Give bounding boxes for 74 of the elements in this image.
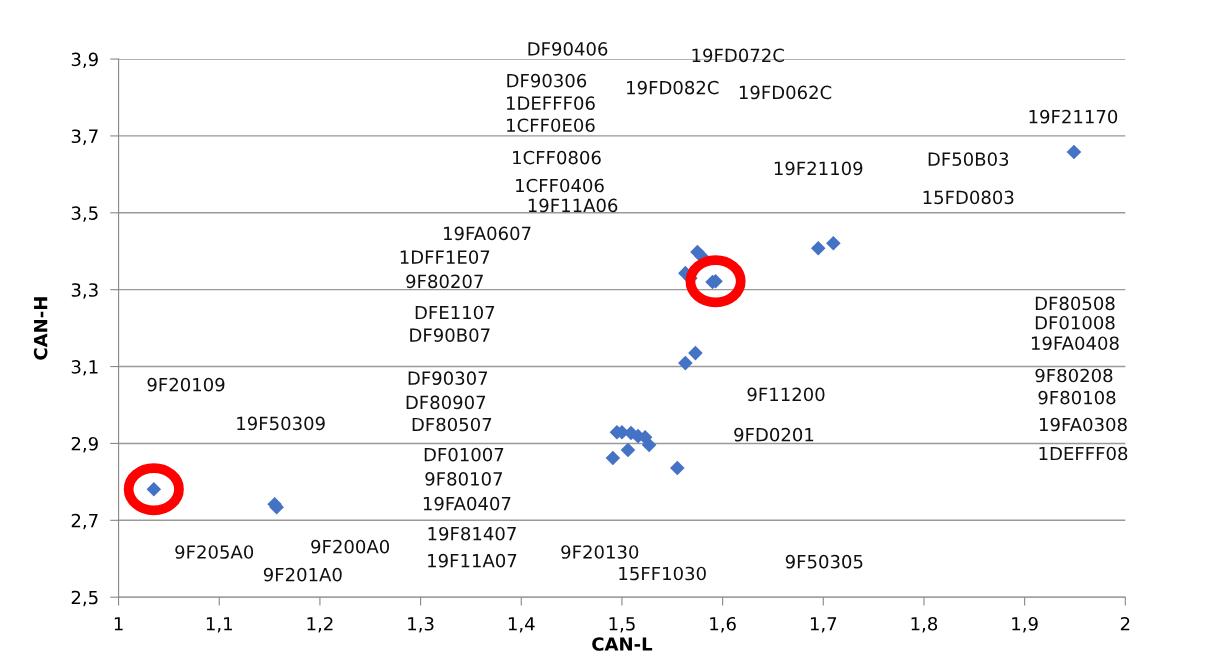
- annotation: 9F20109: [147, 377, 225, 392]
- annotation: 19F21170: [1029, 109, 1118, 124]
- y-tick-label: 2,9: [71, 436, 98, 453]
- annotation: 19FA0407: [423, 496, 511, 511]
- annotation: DFE1107: [415, 305, 495, 320]
- annotation: 1DEFFF06: [506, 96, 595, 111]
- annotation: 19FD082C: [627, 80, 719, 95]
- y-tick-label: 3,9: [71, 52, 98, 69]
- annotation: 19F81407: [428, 526, 516, 541]
- x-tick-label: 1,2: [307, 616, 333, 633]
- x-tick-label: 1,8: [911, 616, 938, 633]
- point: [678, 355, 693, 371]
- x-tick-label: 1,5: [609, 617, 635, 633]
- annotation: 9F11200: [747, 387, 825, 402]
- x-tick-label: 1,9: [1012, 616, 1038, 633]
- annotation: 19F21109: [774, 161, 863, 176]
- annotation: 15FF1030: [619, 566, 706, 581]
- annotation: 15FD0803: [923, 190, 1014, 205]
- point: [641, 437, 657, 453]
- annotation: 19FD062C: [739, 85, 832, 100]
- annotation: 9F80207: [406, 274, 483, 289]
- annotation: 1CFF0806: [513, 150, 601, 165]
- annotation: 9F80208: [1035, 368, 1113, 383]
- annotation: 9F20130: [561, 545, 639, 559]
- x-tick-label: 2: [1120, 616, 1130, 631]
- y-tick-label: 3,3: [71, 283, 98, 299]
- annotation: 9F80108: [1038, 390, 1116, 405]
- text: DF90406: [528, 42, 608, 56]
- annotation: 19FA0308: [1039, 417, 1127, 432]
- annotation: 19F11A07: [428, 553, 517, 568]
- annotation: 9FD0201: [734, 427, 814, 442]
- annotation: DF90B07: [410, 328, 490, 342]
- annotation: 1CFF0406: [516, 178, 604, 193]
- point: [620, 442, 636, 458]
- annotation: DF80907: [406, 395, 486, 410]
- annotation: 1DFF1E07: [400, 250, 490, 264]
- annotation: 19FD072C: [692, 48, 784, 63]
- y-tick-label: 3,5: [71, 206, 98, 222]
- annotation: 19F50309: [237, 416, 325, 431]
- point: [810, 240, 826, 256]
- annotation: DF80508: [1035, 296, 1115, 311]
- annotation: 1CFF0E06: [507, 118, 595, 133]
- annotation: DF90307: [408, 371, 488, 386]
- y-tick-label: 2,5: [71, 590, 98, 607]
- x-tick-label: 1,6: [710, 616, 736, 633]
- annotation: 9F80107: [425, 471, 502, 486]
- annotation: 9F201A0: [263, 567, 342, 582]
- annotation: 1DEFFF08: [1039, 446, 1128, 461]
- annotation: 9F50305: [785, 554, 863, 569]
- annotation: 19FA0607: [444, 226, 531, 241]
- annotation: 9F200A0: [311, 539, 390, 554]
- y-tick-label: 2,7: [71, 513, 98, 530]
- annotation: DF01008: [1035, 315, 1115, 330]
- annotation: DF50B03: [928, 152, 1009, 166]
- point: [1066, 144, 1082, 160]
- point: [670, 460, 685, 476]
- annotation: DF80507: [412, 417, 492, 432]
- x-tick-label: 1,4: [508, 617, 535, 633]
- y-axis-title: CAN-H: [33, 297, 48, 360]
- point: [826, 235, 841, 251]
- annotation: DF90306: [507, 73, 587, 88]
- x-tick-label: 1,1: [206, 617, 232, 633]
- annotation: 9F205A0: [175, 545, 254, 559]
- x-tick-label: 1,7: [810, 617, 837, 633]
- annotation: 19F11A06: [528, 198, 618, 213]
- x-tick-label: 1: [114, 617, 123, 631]
- x-axis-title: CAN-L: [592, 637, 653, 651]
- annotation: 19FA0408: [1031, 336, 1119, 351]
- y-tick-label: 3,1: [71, 360, 98, 376]
- annotation: DF01007: [424, 447, 504, 462]
- x-tick-label: 1,3: [408, 616, 434, 633]
- y-tick-label: 3,7: [71, 129, 98, 145]
- point: [688, 345, 703, 361]
- point: [605, 450, 621, 466]
